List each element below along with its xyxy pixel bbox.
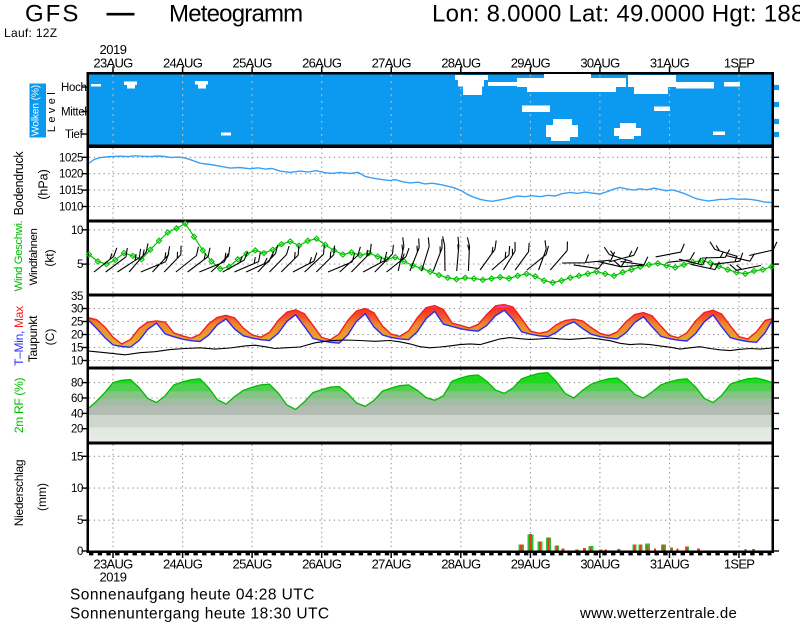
svg-text:(hPa): (hPa) — [37, 169, 51, 200]
svg-text:10: 10 — [71, 356, 83, 368]
svg-text:Tief: Tief — [65, 129, 84, 141]
svg-text:28AUG: 28AUG — [441, 56, 481, 71]
svg-text:Taupunkt: Taupunkt — [26, 315, 40, 362]
svg-text:5: 5 — [77, 515, 83, 527]
svg-text:1015: 1015 — [59, 185, 83, 197]
svg-text:35: 35 — [71, 291, 83, 303]
svg-text:2019: 2019 — [100, 570, 127, 585]
svg-text:28AUG: 28AUG — [441, 557, 481, 572]
svg-text:Wind Geschwi.: Wind Geschwi. — [13, 220, 25, 291]
svg-text:31AUG: 31AUG — [650, 557, 690, 572]
svg-text:26AUG: 26AUG — [302, 56, 342, 71]
svg-text:23AUG: 23AUG — [93, 56, 133, 71]
svg-text:40: 40 — [71, 408, 83, 420]
svg-text:T–Min, Max: T–Min, Max — [12, 306, 26, 366]
svg-text:27AUG: 27AUG — [372, 557, 412, 572]
svg-text:26AUG: 26AUG — [302, 557, 342, 572]
svg-text:Lauf: 12Z: Lauf: 12Z — [4, 26, 57, 40]
svg-text:Mittel: Mittel — [61, 107, 87, 119]
svg-text:30AUG: 30AUG — [580, 56, 620, 71]
svg-text:Niederschlag: Niederschlag — [12, 460, 26, 526]
svg-text:5: 5 — [77, 259, 83, 271]
svg-text:GFS: GFS — [25, 1, 80, 28]
svg-text:20: 20 — [71, 330, 83, 342]
svg-text:10: 10 — [71, 225, 83, 237]
svg-text:Meteogramm: Meteogramm — [169, 1, 302, 28]
svg-text:Hoch: Hoch — [61, 82, 87, 94]
svg-text:30AUG: 30AUG — [580, 557, 620, 572]
svg-text:25AUG: 25AUG — [233, 56, 273, 71]
svg-text:Sonnenaufgang heute 04:28 UTC: Sonnenaufgang heute 04:28 UTC — [70, 587, 315, 604]
svg-text:Wolken (%): Wolken (%) — [31, 85, 42, 136]
svg-text:27AUG: 27AUG — [372, 56, 412, 71]
svg-text:60: 60 — [71, 393, 83, 405]
svg-text:25AUG: 25AUG — [233, 557, 273, 572]
svg-text:15: 15 — [71, 451, 83, 463]
svg-text:Windfahnen: Windfahnen — [28, 229, 40, 286]
svg-text:30: 30 — [71, 304, 83, 316]
svg-text:(mm): (mm) — [35, 483, 49, 511]
svg-text:24AUG: 24AUG — [163, 56, 203, 71]
svg-text:10: 10 — [71, 483, 83, 495]
svg-text:20: 20 — [71, 424, 83, 436]
svg-text:1010: 1010 — [59, 202, 83, 214]
svg-text:1SEP: 1SEP — [724, 557, 754, 572]
svg-text:1025: 1025 — [59, 152, 83, 164]
svg-text:0: 0 — [77, 546, 83, 558]
svg-text:29AUG: 29AUG — [511, 557, 551, 572]
svg-text:24AUG: 24AUG — [163, 557, 203, 572]
svg-text:Level: Level — [46, 89, 58, 132]
svg-text:80: 80 — [71, 378, 83, 390]
svg-text:31AUG: 31AUG — [650, 56, 690, 71]
svg-text:Lon: 8.0000 Lat: 49.0000 Hgt: Lon: 8.0000 Lat: 49.0000 Hgt: 188 — [432, 1, 800, 28]
svg-text:23AUG: 23AUG — [93, 557, 133, 572]
svg-text:(C): (C) — [43, 329, 57, 346]
svg-text:Sonnenuntergang heute 18:30 UT: Sonnenuntergang heute 18:30 UTC — [70, 606, 330, 623]
svg-text:1020: 1020 — [59, 169, 83, 181]
svg-text:29AUG: 29AUG — [511, 56, 551, 71]
svg-text:Bodendruck: Bodendruck — [12, 151, 26, 216]
svg-text:2m RF (%): 2m RF (%) — [12, 378, 26, 434]
svg-text:15: 15 — [71, 343, 83, 355]
svg-text:25: 25 — [71, 317, 83, 329]
svg-text:2019: 2019 — [100, 42, 127, 57]
svg-text:1SEP: 1SEP — [724, 56, 754, 71]
svg-text:www.wetterzentrale.de: www.wetterzentrale.de — [579, 605, 737, 622]
svg-text:(kt): (kt) — [43, 249, 57, 266]
